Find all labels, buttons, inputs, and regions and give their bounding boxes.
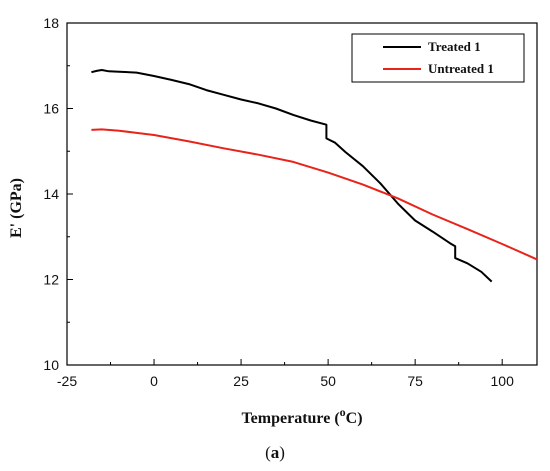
x-axis-title-text: Temperature ( <box>241 410 339 427</box>
x-tick-label: 25 <box>233 373 249 389</box>
y-axis: 10 12 14 16 18 <box>43 15 73 373</box>
x-axis-title: Temperature (oC) <box>241 405 362 427</box>
series-line-untreated-1 <box>91 128 538 261</box>
x-tick-label: 100 <box>491 373 515 389</box>
x-axis-title-degree: o <box>340 405 346 419</box>
legend-label-treated: Treated 1 <box>428 39 481 54</box>
figure-caption: (a) <box>265 443 285 462</box>
y-tick-label: 14 <box>43 186 59 202</box>
y-axis-title: E' (GPa) <box>8 178 25 238</box>
y-tick-label: 12 <box>43 272 59 288</box>
x-tick-label: -25 <box>57 373 77 389</box>
y-tick-label: 18 <box>43 15 59 31</box>
caption-open: ( <box>265 443 271 462</box>
legend-box <box>351 33 525 83</box>
x-axis-title-unit: C) <box>346 410 363 427</box>
legend-label-untreated: Untreated 1 <box>428 61 494 76</box>
caption-letter: a <box>271 443 280 462</box>
x-tick-label: 50 <box>320 373 336 389</box>
x-tick-label: 75 <box>407 373 423 389</box>
y-tick-label: 16 <box>43 101 59 117</box>
series-layer <box>91 69 538 283</box>
x-tick-label: 0 <box>150 373 158 389</box>
series-line-treated-1 <box>91 69 493 283</box>
caption-close: ) <box>279 443 285 462</box>
legend: Treated 1 Untreated 1 <box>351 33 525 83</box>
x-axis: -25 0 25 50 75 100 <box>57 359 514 389</box>
y-tick-label: 10 <box>43 357 59 373</box>
